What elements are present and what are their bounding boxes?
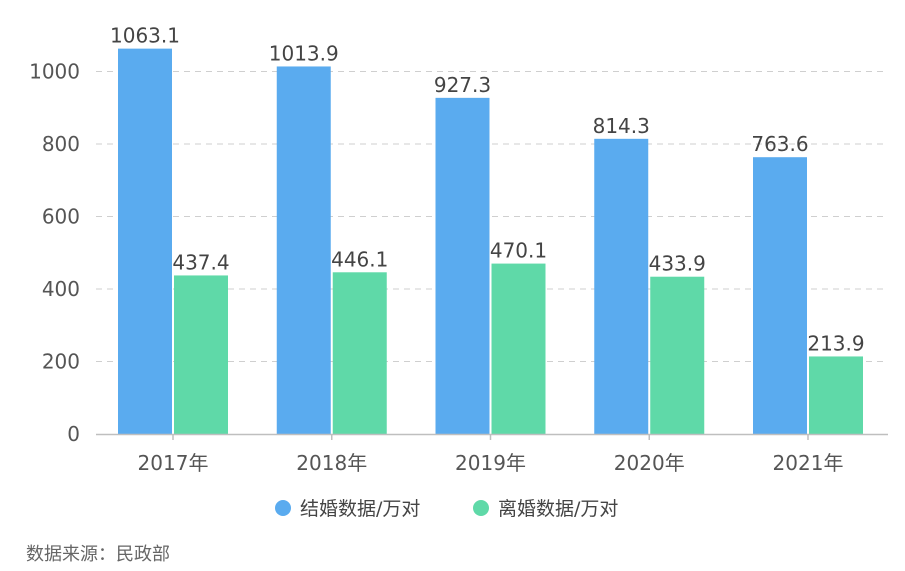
data-label: 213.9 bbox=[807, 331, 864, 355]
x-tick-label: 2018年 bbox=[296, 451, 367, 475]
bar-marriage bbox=[594, 138, 649, 434]
y-tick-label: 0 bbox=[67, 422, 80, 446]
legend-marker bbox=[473, 500, 489, 516]
x-tick-label: 2021年 bbox=[773, 451, 844, 475]
source-note: 数据来源：民政部 bbox=[26, 544, 170, 565]
bar-marriage bbox=[276, 66, 331, 435]
x-tick-label: 2019年 bbox=[455, 451, 526, 475]
bar-divorce bbox=[650, 276, 705, 434]
y-tick-label: 400 bbox=[42, 277, 80, 301]
y-tick-label: 600 bbox=[42, 205, 80, 229]
data-label: 437.4 bbox=[172, 250, 229, 274]
legend-label: 离婚数据/万对 bbox=[498, 498, 618, 520]
bar-divorce bbox=[174, 275, 228, 434]
bars bbox=[118, 48, 863, 435]
data-label: 1013.9 bbox=[269, 41, 339, 65]
bar-divorce bbox=[491, 263, 546, 434]
data-label: 1063.1 bbox=[110, 24, 180, 48]
y-tick-label: 200 bbox=[42, 350, 80, 374]
legend-marker bbox=[275, 500, 291, 516]
x-tick-label: 2017年 bbox=[138, 451, 209, 475]
x-axis-ticks: 2017年 2018年 2019年 2020年 2021年 bbox=[138, 434, 844, 475]
bar-divorce bbox=[332, 272, 387, 434]
bar-divorce bbox=[809, 356, 863, 434]
data-label: 763.6 bbox=[751, 132, 808, 156]
y-tick-label: 1000 bbox=[29, 60, 80, 84]
y-tick-label: 800 bbox=[42, 132, 80, 156]
data-label: 470.1 bbox=[490, 239, 547, 263]
y-axis-ticks: 0 200 400 600 800 1000 bbox=[29, 60, 80, 447]
data-label: 433.9 bbox=[649, 252, 706, 276]
data-labels: 1063.1 437.4 1013.9 446.1 927.3 470.1 814.3 433… bbox=[110, 24, 865, 356]
legend-label: 结婚数据/万对 bbox=[300, 498, 420, 520]
bar-marriage bbox=[118, 48, 172, 434]
data-label: 927.3 bbox=[434, 73, 491, 97]
bar-marriage bbox=[753, 157, 807, 434]
data-label: 814.3 bbox=[593, 114, 650, 138]
bar-marriage bbox=[435, 97, 490, 434]
x-tick-label: 2020年 bbox=[614, 451, 685, 475]
legend: 结婚数据/万对 离婚数据/万对 bbox=[275, 498, 618, 520]
data-label: 446.1 bbox=[331, 247, 388, 271]
